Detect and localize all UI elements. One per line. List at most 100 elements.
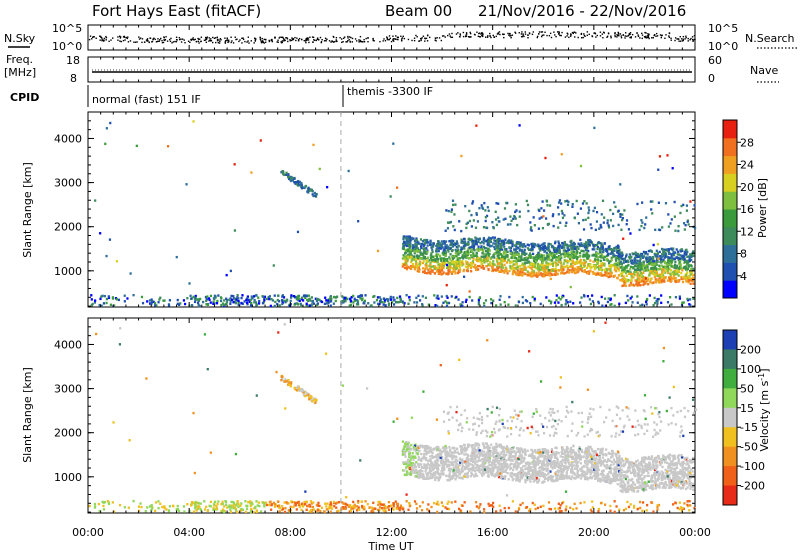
velocity-point — [313, 398, 316, 402]
velocity-point — [236, 510, 239, 514]
nsky-point — [627, 35, 630, 37]
nsky-point — [522, 34, 524, 36]
velocity-point — [377, 500, 380, 504]
power-point — [425, 241, 428, 244]
power-point — [408, 266, 411, 269]
power-point — [625, 255, 628, 258]
power-point — [271, 299, 275, 302]
power-point — [296, 180, 299, 184]
power-point — [617, 257, 620, 261]
power-point — [433, 294, 436, 297]
nsky-point — [151, 40, 154, 43]
power-point — [410, 259, 414, 262]
power-point — [630, 273, 633, 276]
nsky-point — [281, 36, 284, 38]
power-point — [421, 267, 425, 270]
power-point — [157, 301, 160, 304]
nsky-point — [95, 37, 97, 40]
power-point — [677, 250, 680, 253]
power-point — [299, 183, 302, 187]
power-point — [289, 177, 293, 180]
power-point — [415, 301, 419, 304]
power-point — [401, 300, 404, 303]
power-point — [548, 269, 551, 272]
power-point — [648, 274, 651, 277]
power-point — [166, 145, 170, 148]
power-point — [637, 262, 641, 266]
power-point — [653, 301, 657, 305]
velocity-point — [378, 502, 381, 505]
nsky-point — [219, 37, 222, 40]
power-point — [688, 253, 692, 256]
power-point — [432, 258, 436, 262]
velocity-point — [674, 468, 677, 471]
velocity-point — [285, 380, 288, 383]
nsky-point — [520, 33, 523, 35]
nsky-point — [348, 39, 350, 41]
nsky-point — [682, 35, 685, 38]
nsky-point — [103, 37, 106, 40]
power-point — [190, 297, 193, 300]
power-point — [557, 245, 560, 248]
power-point — [566, 249, 569, 252]
power-point — [476, 220, 480, 223]
power-point — [477, 256, 480, 260]
nsky-point — [403, 37, 406, 40]
power-point — [315, 299, 319, 303]
power-point — [670, 265, 673, 268]
power-point — [520, 243, 523, 246]
power-point — [580, 261, 583, 265]
velocity-point — [293, 500, 296, 504]
power-point — [332, 302, 335, 305]
nsky-point — [241, 37, 243, 39]
nsky-point — [324, 37, 327, 39]
power-point — [546, 204, 549, 207]
power-point — [475, 243, 478, 246]
power-point — [379, 298, 382, 301]
power-point — [560, 303, 563, 307]
velocity-point — [206, 509, 209, 513]
power-point — [662, 254, 665, 258]
power-point — [664, 271, 667, 274]
nsky-point — [388, 35, 391, 37]
power-point — [435, 296, 438, 300]
power-point — [310, 304, 313, 307]
power-point — [615, 247, 618, 250]
velocity-point — [349, 509, 353, 512]
nsky-point — [538, 31, 541, 33]
power-point — [557, 242, 561, 245]
power-point — [663, 280, 666, 283]
nsky-point — [583, 33, 585, 35]
velocity-point — [288, 383, 291, 386]
power-point — [669, 222, 672, 225]
power-point — [534, 260, 537, 264]
power-point — [571, 243, 574, 246]
power-point — [493, 236, 497, 239]
velocity-point — [447, 500, 450, 503]
power-point — [609, 208, 612, 212]
velocity-point — [341, 506, 345, 509]
power-point — [603, 297, 607, 300]
power-point — [249, 298, 252, 301]
power-point — [592, 272, 595, 276]
power-point — [225, 302, 228, 306]
power-point — [503, 269, 506, 272]
nsky-point — [296, 37, 298, 39]
nsky-point — [159, 39, 161, 41]
nsky-point — [482, 35, 484, 38]
nsky-point — [383, 38, 385, 40]
power-point — [658, 281, 661, 284]
power-point — [449, 264, 452, 267]
power-point — [550, 262, 553, 265]
power-point — [636, 252, 640, 256]
power-point — [512, 263, 515, 266]
power-point — [436, 261, 439, 264]
power-point — [667, 213, 670, 216]
velocity-point — [444, 506, 447, 509]
power-point — [105, 301, 108, 305]
velocity-point — [150, 508, 153, 512]
power-point — [583, 242, 586, 246]
power-point — [409, 239, 412, 242]
power-point — [213, 294, 217, 298]
